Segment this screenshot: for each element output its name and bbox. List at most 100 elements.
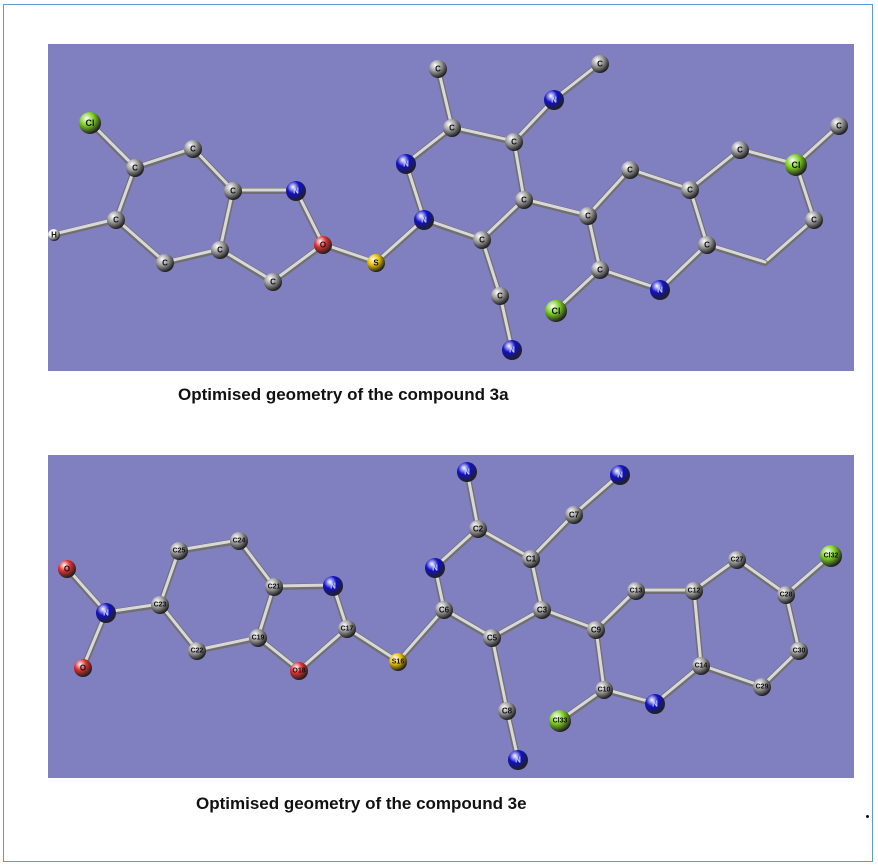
- atom-sphere: [156, 254, 174, 272]
- bond: [705, 242, 767, 264]
- atom-h: H: [48, 229, 60, 241]
- bond: [450, 125, 516, 143]
- atom-n: N: [610, 465, 630, 485]
- atom-sphere: [650, 280, 670, 300]
- bond: [735, 557, 788, 596]
- atom-sphere: [685, 582, 703, 600]
- atom-sphere: [522, 550, 540, 568]
- caption-3e: Optimised geometry of the compound 3e: [196, 794, 527, 813]
- atom-sphere: [498, 702, 516, 720]
- atom-sphere: [265, 578, 283, 596]
- caption-3a: Optimised geometry of the compound 3a: [178, 385, 509, 404]
- atom-sphere: [491, 287, 509, 305]
- atom-n: N: [544, 90, 564, 110]
- atom-c: C: [473, 231, 491, 249]
- atom-n: N: [286, 181, 306, 201]
- atom-sphere: [591, 261, 609, 279]
- molecule-render-3e: O N O C23 C25 C24 C22 C21 C19 N C17 O18 S16 N N C2 C7 N C6…: [48, 455, 854, 778]
- atom-sphere: [681, 181, 699, 199]
- bond: [436, 66, 454, 129]
- atom-s: S16: [389, 653, 407, 671]
- atom-o: O18: [290, 662, 308, 680]
- bond: [218, 188, 235, 251]
- atom-sphere: [505, 133, 523, 151]
- atom-c: C: [107, 211, 125, 229]
- atom-c: C9: [587, 621, 605, 639]
- atom-c: C12: [685, 582, 703, 600]
- atom-n: N: [396, 154, 416, 174]
- atom-sphere: [170, 542, 188, 560]
- atom-sphere: [469, 520, 487, 538]
- bond: [598, 267, 662, 291]
- bond: [480, 197, 526, 241]
- atom-c: C: [126, 159, 144, 177]
- atom-sphere: [610, 465, 630, 485]
- atom-c: C: [224, 182, 242, 200]
- atom-c: C27: [728, 551, 746, 569]
- bond: [218, 247, 275, 283]
- atom-sphere: [367, 254, 385, 272]
- atom-c: C: [264, 273, 282, 291]
- molecule-render-3a: Cl C C C N H C C C C O S N N C C C N C C C C N C C C Cl N C C C Cl C C: [48, 44, 854, 371]
- atom-c: C24: [230, 532, 248, 550]
- atom-sphere: [48, 229, 60, 241]
- atom-sphere: [777, 586, 795, 604]
- atom-c: C: [505, 133, 523, 151]
- atom-sphere: [414, 210, 434, 230]
- bond: [490, 635, 509, 712]
- atom-sphere: [230, 532, 248, 550]
- atom-sphere: [224, 182, 242, 200]
- atom-sphere: [457, 462, 477, 482]
- atom-c: C: [591, 261, 609, 279]
- molecule-panel-3a: Cl C C C N H C C C C O S N N C C C N C C C C N C C C Cl N C C C Cl C C: [48, 44, 854, 371]
- atom-c: C21: [265, 578, 283, 596]
- atom-c: C7: [565, 506, 583, 524]
- atom-sphere: [515, 191, 533, 209]
- viewer-background: [48, 44, 854, 371]
- atom-sphere: [443, 119, 461, 137]
- atom-n: N: [323, 576, 343, 596]
- bond: [763, 217, 816, 264]
- atom-sphere: [830, 117, 848, 135]
- atom-cl: Cl32: [820, 545, 842, 567]
- atom-sphere: [389, 653, 407, 671]
- atom-c: C10: [595, 681, 613, 699]
- bond: [653, 663, 703, 705]
- atom-sphere: [151, 596, 169, 614]
- bond: [540, 607, 598, 631]
- bond: [586, 167, 632, 217]
- atom-sphere: [820, 545, 842, 567]
- atom-sphere: [107, 211, 125, 229]
- atom-c: C28: [777, 586, 795, 604]
- atom-sphere: [502, 340, 522, 360]
- bond: [321, 242, 378, 264]
- atom-c: C: [515, 191, 533, 209]
- bond: [628, 167, 692, 191]
- atom-c: C29: [753, 678, 771, 696]
- atom-c: C: [698, 236, 716, 254]
- bond: [65, 566, 108, 614]
- bond: [52, 217, 118, 236]
- atom-sphere: [286, 181, 306, 201]
- atom-c: C: [579, 207, 597, 225]
- atom-c: C19: [249, 629, 267, 647]
- atom-c: C: [805, 211, 823, 229]
- atom-sphere: [790, 642, 808, 660]
- atom-sphere: [545, 300, 567, 322]
- bond: [552, 61, 602, 101]
- atom-n: N: [425, 558, 445, 578]
- atom-sphere: [435, 601, 453, 619]
- atom-sphere: [621, 161, 639, 179]
- bond: [271, 242, 325, 283]
- atom-sphere: [544, 90, 564, 110]
- atom-sphere: [549, 710, 571, 732]
- atom-c: C: [731, 141, 749, 159]
- bond: [529, 512, 576, 560]
- atom-c: C8: [498, 702, 516, 720]
- atom-c: C1: [522, 550, 540, 568]
- bond: [692, 588, 703, 667]
- bond: [433, 526, 480, 569]
- atom-sphere: [805, 211, 823, 229]
- atom-c: C13: [627, 582, 645, 600]
- atom-sphere: [698, 236, 716, 254]
